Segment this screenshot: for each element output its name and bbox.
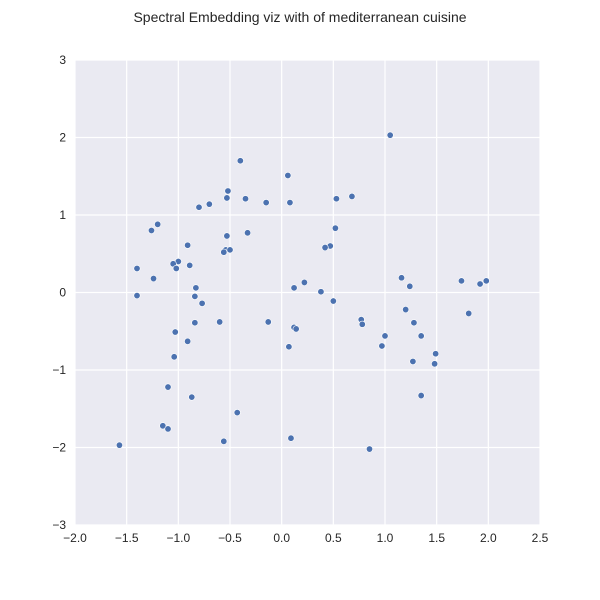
data-point — [482, 277, 490, 285]
x-axis-ticks: −2.0 −1.5 −1.0 −0.5 0.0 0.5 1.0 1.5 2.0 2.5 — [63, 531, 549, 545]
grid-lines — [74, 59, 541, 526]
data-point — [184, 241, 192, 249]
data-point — [402, 306, 410, 314]
data-point — [115, 441, 123, 449]
data-point — [386, 131, 394, 139]
data-point — [244, 229, 252, 237]
data-point — [321, 244, 329, 252]
x-tick-label: −1.5 — [115, 531, 139, 545]
data-point — [378, 342, 386, 350]
data-point — [264, 318, 272, 326]
data-point — [164, 425, 172, 433]
y-axis-ticks: 3 2 1 0 −1 −2 −3 — [52, 53, 66, 532]
data-point — [409, 357, 417, 365]
y-tick-label: −3 — [52, 518, 66, 532]
data-point — [242, 195, 250, 203]
data-point — [191, 292, 199, 300]
data-point — [317, 288, 325, 296]
data-point — [286, 199, 294, 207]
data-point — [223, 194, 231, 202]
data-point — [285, 343, 293, 351]
data-point — [365, 445, 373, 453]
x-tick-label: 1.0 — [377, 531, 394, 545]
data-point — [358, 320, 366, 328]
data-point — [410, 319, 418, 327]
x-tick-label: 0.0 — [273, 531, 290, 545]
data-point — [188, 393, 196, 401]
data-point — [147, 227, 155, 235]
data-point — [398, 274, 406, 282]
data-point — [476, 280, 484, 288]
x-tick-label: −2.0 — [63, 531, 87, 545]
y-tick-label: 0 — [59, 286, 66, 300]
data-point — [406, 282, 414, 290]
data-point — [220, 248, 228, 256]
data-point — [226, 246, 234, 254]
data-point — [329, 297, 337, 305]
data-point — [331, 224, 339, 232]
x-tick-label: 2.0 — [480, 531, 497, 545]
data-point — [154, 220, 162, 228]
y-tick-label: −1 — [52, 363, 66, 377]
data-point — [465, 309, 473, 317]
data-point — [159, 422, 167, 430]
y-tick-label: 2 — [59, 131, 66, 145]
data-point — [186, 261, 194, 269]
data-point — [284, 171, 292, 179]
data-point — [292, 325, 300, 333]
data-point — [432, 350, 440, 358]
data-point — [192, 284, 200, 292]
data-point — [262, 199, 270, 207]
data-point — [171, 328, 179, 336]
data-point — [170, 353, 178, 361]
data-point — [236, 157, 244, 165]
data-point — [223, 232, 231, 240]
x-tick-label: −0.5 — [218, 531, 242, 545]
x-tick-label: −1.0 — [166, 531, 190, 545]
y-tick-label: 3 — [59, 53, 66, 67]
data-point — [172, 264, 180, 272]
data-point — [417, 332, 425, 340]
data-point — [300, 278, 308, 286]
data-point — [220, 437, 228, 445]
data-points — [115, 131, 490, 453]
data-point — [431, 360, 439, 368]
data-point — [457, 277, 465, 285]
x-tick-label: 0.5 — [325, 531, 342, 545]
data-point — [233, 409, 241, 417]
data-point — [348, 192, 356, 200]
x-tick-label: 1.5 — [428, 531, 445, 545]
data-point — [195, 203, 203, 211]
y-tick-label: −2 — [52, 441, 66, 455]
x-tick-label: 2.5 — [532, 531, 549, 545]
data-point — [184, 337, 192, 345]
data-point — [381, 332, 389, 340]
chart-title: Spectral Embedding viz with of mediterra… — [133, 9, 467, 25]
data-point — [216, 318, 224, 326]
data-point — [332, 195, 340, 203]
data-point — [133, 292, 141, 300]
data-point — [198, 299, 206, 307]
data-point — [417, 392, 425, 400]
data-point — [287, 434, 295, 442]
data-point — [164, 383, 172, 391]
data-point — [205, 200, 213, 208]
data-point — [133, 264, 141, 272]
data-point — [224, 187, 232, 195]
data-point — [191, 319, 199, 327]
data-point — [150, 275, 158, 283]
data-point — [290, 284, 298, 292]
y-tick-label: 1 — [59, 208, 66, 222]
